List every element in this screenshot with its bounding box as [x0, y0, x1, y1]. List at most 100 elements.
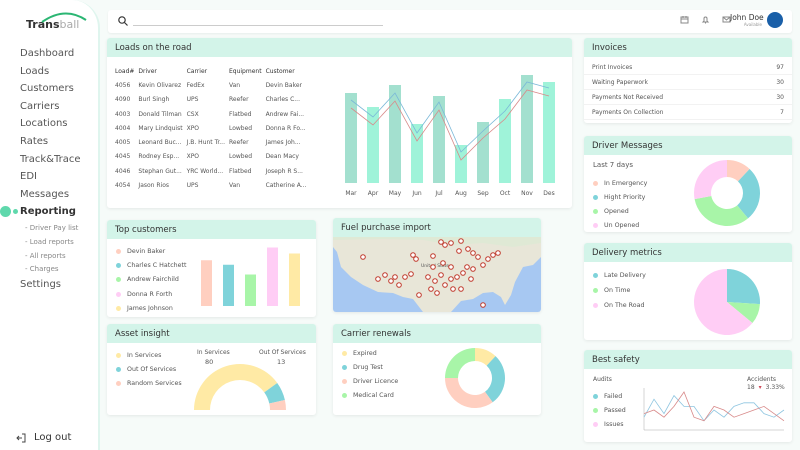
fuel-location-marker-icon[interactable] — [434, 290, 440, 296]
bar-May[interactable] — [389, 85, 401, 183]
slice-late-delivery[interactable] — [727, 269, 760, 305]
slice-drug-test[interactable] — [484, 356, 505, 403]
fuel-location-marker-icon[interactable] — [458, 238, 464, 244]
fuel-location-marker-icon[interactable] — [388, 278, 394, 284]
fuel-location-marker-icon[interactable] — [485, 256, 491, 262]
table-row[interactable]: 4004 Mary Lindquist XPO Lowbed Donna R Fo... — [115, 121, 311, 135]
mail-icon[interactable] — [722, 15, 731, 24]
sidebar-item-track-trace[interactable]: Track&Trace — [20, 153, 81, 165]
fuel-location-marker-icon[interactable] — [465, 246, 471, 252]
fuel-location-marker-icon[interactable] — [430, 253, 436, 259]
bar-Mar[interactable] — [345, 93, 357, 183]
fuel-location-marker-icon[interactable] — [428, 286, 434, 292]
fuel-location-marker-icon[interactable] — [458, 286, 464, 292]
fuel-location-marker-icon[interactable] — [413, 256, 419, 262]
fuel-location-marker-icon[interactable] — [470, 250, 476, 256]
slice-expired[interactable] — [475, 348, 496, 366]
bar-customer[interactable] — [245, 274, 256, 307]
sidebar-subitem-load-reports[interactable]: - Load reports — [25, 237, 74, 246]
column-header[interactable]: Equipment — [228, 67, 262, 75]
fuel-location-marker-icon[interactable] — [430, 264, 436, 270]
fuel-location-marker-icon[interactable] — [396, 282, 402, 288]
slice-driver-licence[interactable] — [445, 378, 493, 408]
fuel-location-marker-icon[interactable] — [475, 254, 481, 260]
fuel-location-marker-icon[interactable] — [468, 276, 474, 282]
sidebar-item-edi[interactable]: EDI — [20, 171, 37, 183]
fuel-location-marker-icon[interactable] — [464, 264, 470, 270]
bar-customer[interactable] — [289, 253, 300, 307]
search-input[interactable] — [133, 25, 383, 26]
slice-random-services[interactable] — [269, 399, 286, 410]
search-icon[interactable] — [118, 16, 128, 26]
table-row[interactable]: 4090 Burl Singh UPS Reefer Charles C... — [115, 93, 311, 107]
slice-un-opened[interactable] — [694, 160, 727, 200]
fuel-location-marker-icon[interactable] — [448, 240, 454, 246]
fuel-location-marker-icon[interactable] — [448, 276, 454, 282]
fuel-location-marker-icon[interactable] — [392, 274, 398, 280]
slice-out-of-services[interactable] — [264, 382, 285, 404]
bell-icon[interactable] — [701, 15, 710, 24]
sidebar-item-locations[interactable]: Locations — [20, 118, 68, 130]
slice-hight-priority[interactable] — [737, 168, 760, 219]
fuel-location-marker-icon[interactable] — [460, 270, 466, 276]
user-menu[interactable]: John Doe Available — [730, 13, 764, 27]
column-header[interactable]: Customer — [265, 67, 295, 75]
fuel-location-marker-icon[interactable] — [416, 292, 422, 298]
sidebar-item-dashboard[interactable]: Dashboard — [20, 48, 75, 59]
fuel-location-marker-icon[interactable] — [402, 274, 408, 280]
bar-Apr[interactable] — [367, 107, 379, 183]
bar-customer[interactable] — [267, 247, 278, 307]
fuel-location-marker-icon[interactable] — [454, 274, 460, 280]
avatar[interactable] — [767, 12, 783, 28]
bar-customer[interactable] — [223, 264, 234, 306]
sidebar-item-reporting[interactable]: Reporting — [0, 204, 81, 222]
sidebar-item-settings[interactable]: Settings — [20, 279, 62, 291]
slice-on-the-road[interactable] — [694, 269, 753, 335]
sidebar-item-carriers[interactable]: Carriers — [20, 100, 60, 112]
bar-customer[interactable] — [201, 260, 212, 306]
column-header[interactable]: Carrier — [186, 67, 208, 75]
sidebar-item-rates[interactable]: Rates — [20, 135, 49, 147]
bar-Oct[interactable] — [499, 99, 511, 183]
fuel-location-marker-icon[interactable] — [442, 282, 448, 288]
logo[interactable]: Transball — [26, 12, 87, 31]
fuel-location-marker-icon[interactable] — [448, 264, 454, 270]
bar-Nov[interactable] — [521, 75, 533, 183]
bar-Jun[interactable] — [411, 124, 423, 183]
fuel-location-marker-icon[interactable] — [450, 286, 456, 292]
fuel-location-marker-icon[interactable] — [382, 272, 388, 278]
fuel-location-marker-icon[interactable] — [425, 274, 431, 280]
fuel-location-marker-icon[interactable] — [438, 272, 444, 278]
fuel-location-marker-icon[interactable] — [490, 252, 496, 258]
bar-Jul[interactable] — [433, 96, 445, 183]
column-header[interactable]: Driver — [138, 67, 157, 75]
logout-button[interactable]: Log out — [16, 432, 71, 443]
sidebar-item-customers[interactable]: Customers — [20, 83, 74, 95]
table-row[interactable]: 4054 Jason Rios UPS Van Catherine A... — [115, 178, 311, 192]
sidebar-subitem-charges[interactable]: - Charges — [25, 265, 59, 274]
fuel-location-marker-icon[interactable] — [408, 271, 414, 277]
table-row[interactable]: 4005 Leonard Buc... J.B. Hunt Tr... Reefer J… — [115, 135, 311, 149]
fuel-location-marker-icon[interactable] — [442, 242, 448, 248]
fuel-location-marker-icon[interactable] — [480, 262, 486, 268]
table-row[interactable]: 4003 Donald Tilman CSX Flatbed Andrew Fai... — [115, 107, 311, 121]
column-header[interactable]: Load# — [115, 67, 135, 75]
sidebar-subitem-driver-pay-list[interactable]: - Driver Pay list — [25, 223, 79, 232]
slice-on-time[interactable] — [727, 302, 760, 324]
table-row[interactable]: 4046 Stephan Gut... YRC World... Flatbed Jos… — [115, 164, 311, 178]
slice-medical-card[interactable] — [445, 348, 475, 378]
table-row[interactable]: 4056 Kevin Olivarez FedEx Van Devin Baker — [115, 78, 311, 92]
calendar-icon[interactable] — [680, 15, 689, 24]
fuel-purchase-map[interactable]: United States — [333, 237, 541, 312]
sidebar-subitem-all-reports[interactable]: - All reports — [25, 251, 66, 260]
sidebar-item-loads[interactable]: Loads — [20, 65, 50, 77]
fuel-location-marker-icon[interactable] — [480, 302, 486, 308]
sidebar-item-messages[interactable]: Messages — [20, 188, 70, 200]
fuel-location-marker-icon[interactable] — [456, 248, 462, 254]
fuel-location-marker-icon[interactable] — [495, 250, 501, 256]
fuel-location-marker-icon[interactable] — [440, 260, 446, 266]
invoice-row[interactable]: Print Invoices 97 — [584, 60, 792, 75]
slice-opened[interactable] — [694, 195, 749, 226]
bar-Aug[interactable] — [455, 145, 467, 183]
fuel-location-marker-icon[interactable] — [432, 278, 438, 284]
